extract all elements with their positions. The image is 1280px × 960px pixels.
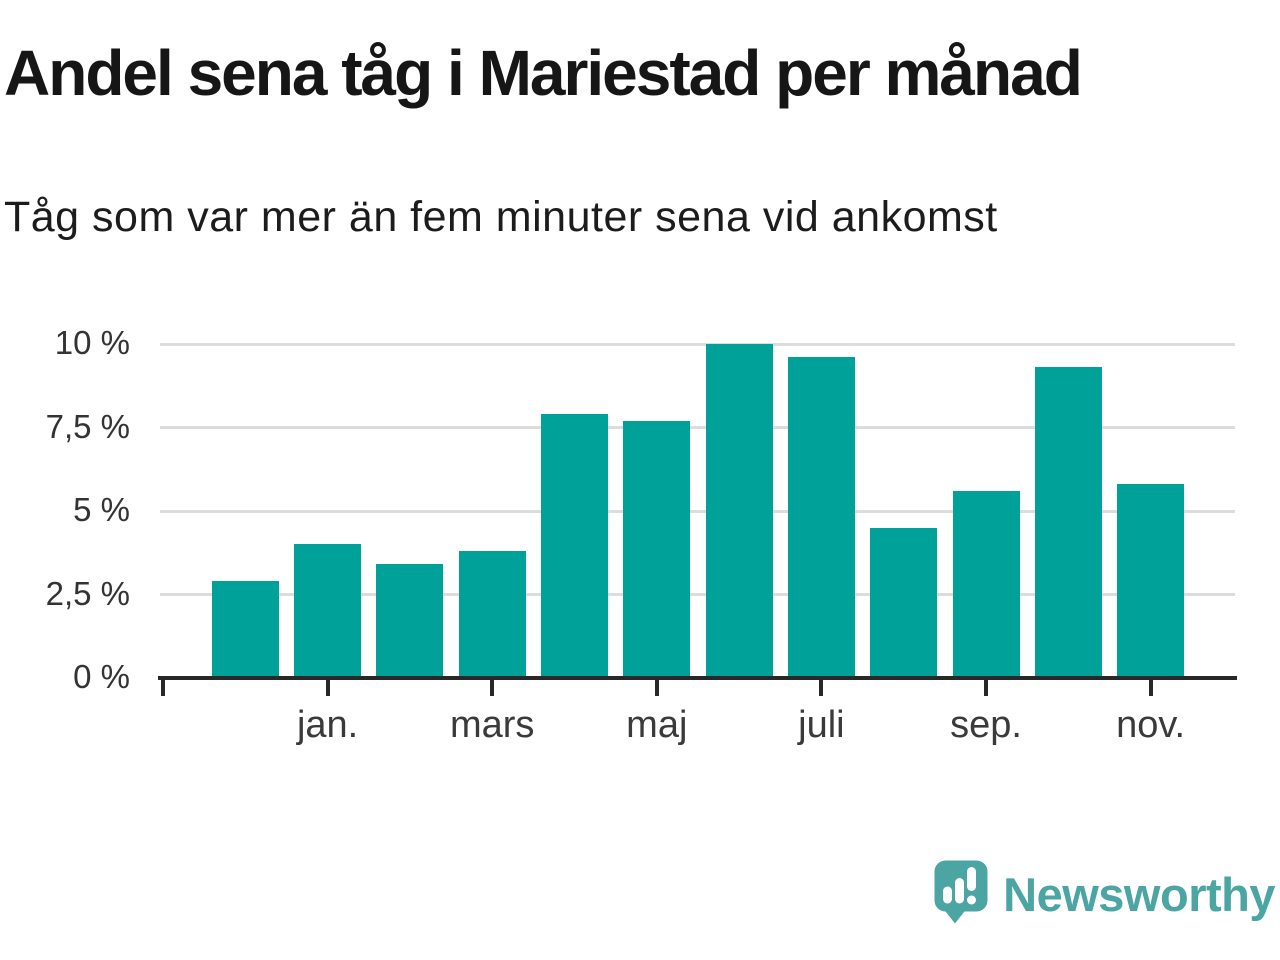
x-axis-tick bbox=[490, 680, 495, 696]
chart-subtitle: Tåg som var mer än fem minuter sena vid … bbox=[4, 193, 998, 241]
x-tick-label: juli bbox=[798, 704, 845, 746]
x-tick-label: sep. bbox=[950, 704, 1022, 746]
bar bbox=[1117, 484, 1184, 678]
bar bbox=[706, 344, 773, 678]
bar bbox=[376, 564, 443, 678]
x-tick-label: jan. bbox=[296, 704, 359, 746]
logo-bar-small bbox=[943, 886, 953, 904]
y-tick-label: 0 % bbox=[73, 658, 130, 695]
x-axis-tick bbox=[654, 680, 659, 696]
bar bbox=[459, 551, 526, 678]
gridline bbox=[160, 426, 1235, 429]
x-axis-tick bbox=[984, 680, 988, 696]
bar bbox=[541, 414, 608, 678]
gridline bbox=[160, 509, 1235, 513]
newsworthy-logo-icon bbox=[934, 860, 988, 924]
logo-exclamation-dot bbox=[967, 895, 977, 905]
y-tick-label: 10 % bbox=[54, 324, 130, 361]
bar bbox=[1035, 367, 1102, 678]
y-tick-label: 5 % bbox=[73, 491, 130, 528]
logo-exclamation-bar bbox=[967, 867, 977, 891]
x-tick-label: maj bbox=[626, 704, 688, 746]
x-axis-tick bbox=[819, 680, 824, 696]
newsworthy-logo: Newsworthy bbox=[934, 860, 1275, 924]
logo-bar-medium bbox=[955, 878, 965, 904]
y-tick-label: 2,5 % bbox=[45, 574, 130, 612]
x-tick-label: nov. bbox=[1116, 704, 1186, 746]
x-axis-line bbox=[158, 676, 1237, 680]
bar bbox=[953, 491, 1020, 678]
bar bbox=[870, 528, 937, 678]
x-tick-label: mars bbox=[449, 704, 535, 746]
x-axis-tick bbox=[1148, 680, 1153, 696]
gridline bbox=[160, 342, 1235, 346]
chart-title: Andel sena tåg i Mariestad per månad bbox=[4, 37, 1083, 109]
y-tick-label: 7,5 % bbox=[45, 407, 130, 445]
x-axis-tick bbox=[161, 680, 165, 696]
bar bbox=[294, 544, 361, 678]
bar bbox=[623, 421, 690, 678]
bar bbox=[788, 357, 855, 678]
bar bbox=[212, 581, 279, 678]
gridline bbox=[160, 593, 1235, 596]
x-axis-tick bbox=[325, 680, 330, 696]
newsworthy-logo-text: Newsworthy bbox=[1003, 868, 1275, 921]
